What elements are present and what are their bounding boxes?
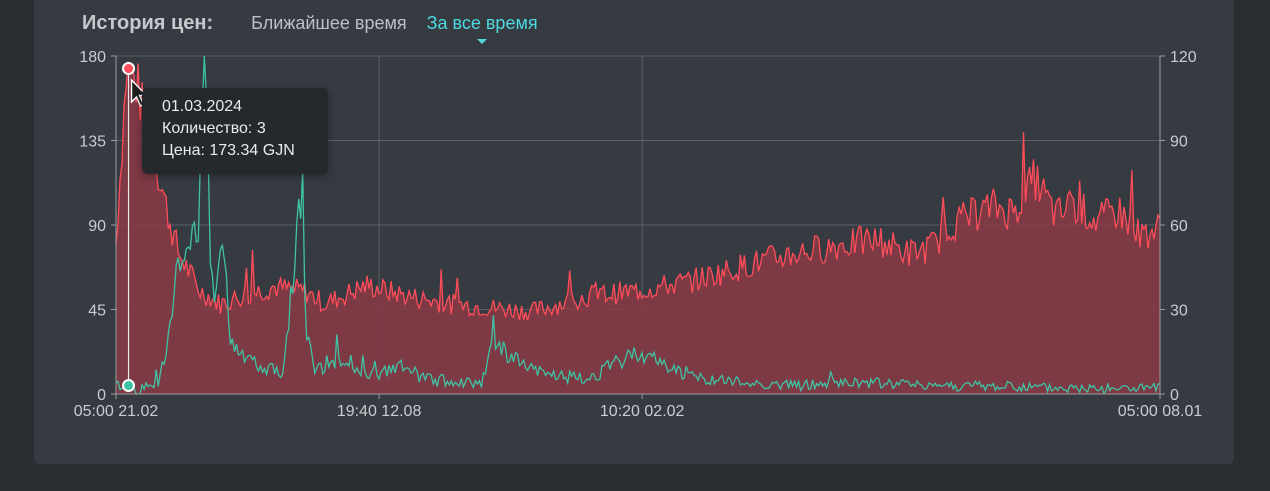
y-right-tick-label: 90 [1170,134,1188,151]
x-tick-label: 10:20 02.02 [600,403,685,420]
price-history-title: История цен: [82,12,214,34]
quantity-point [122,379,136,393]
y-right-tick-label: 30 [1170,303,1188,320]
x-tick-label: 05:00 21.02 [74,403,159,420]
y-right-tick-label: 120 [1170,49,1197,66]
tooltip-price: Цена: 173.34 GJN [162,142,295,159]
tooltip-date: 01.03.2024 [162,98,243,115]
tab-all-time[interactable]: За все время [426,13,538,44]
tooltip-quantity: Количество: 3 [162,120,266,137]
y-right-tick-label: 60 [1170,218,1188,235]
chart-series [115,55,1161,395]
y-left-tick-label: 45 [88,303,106,320]
x-tick-label: 19:40 12.08 [337,403,422,420]
y-right-tick-label: 0 [1170,387,1179,404]
price-point [122,62,136,76]
price-line [115,61,1161,321]
y-left-tick-label: 90 [88,218,106,235]
y-left-tick-label: 135 [79,134,106,151]
chart-tooltip: 01.03.2024 Количество: 3 Цена: 173.34 GJ… [142,88,328,174]
y-left-tick-label: 0 [97,387,106,404]
active-tab-indicator [477,39,488,44]
x-tick-label: 05:00 08.01 [1118,403,1203,420]
tab-all-time-label: За все время [426,13,538,33]
hover-marker [122,62,149,393]
price-area [116,61,1160,394]
tab-recent[interactable]: Ближайшее время [251,13,407,33]
chart-header: История цен: Ближайшее время За все врем… [82,12,558,44]
y-left-tick-label: 180 [79,49,106,66]
quantity-line [115,55,1161,395]
